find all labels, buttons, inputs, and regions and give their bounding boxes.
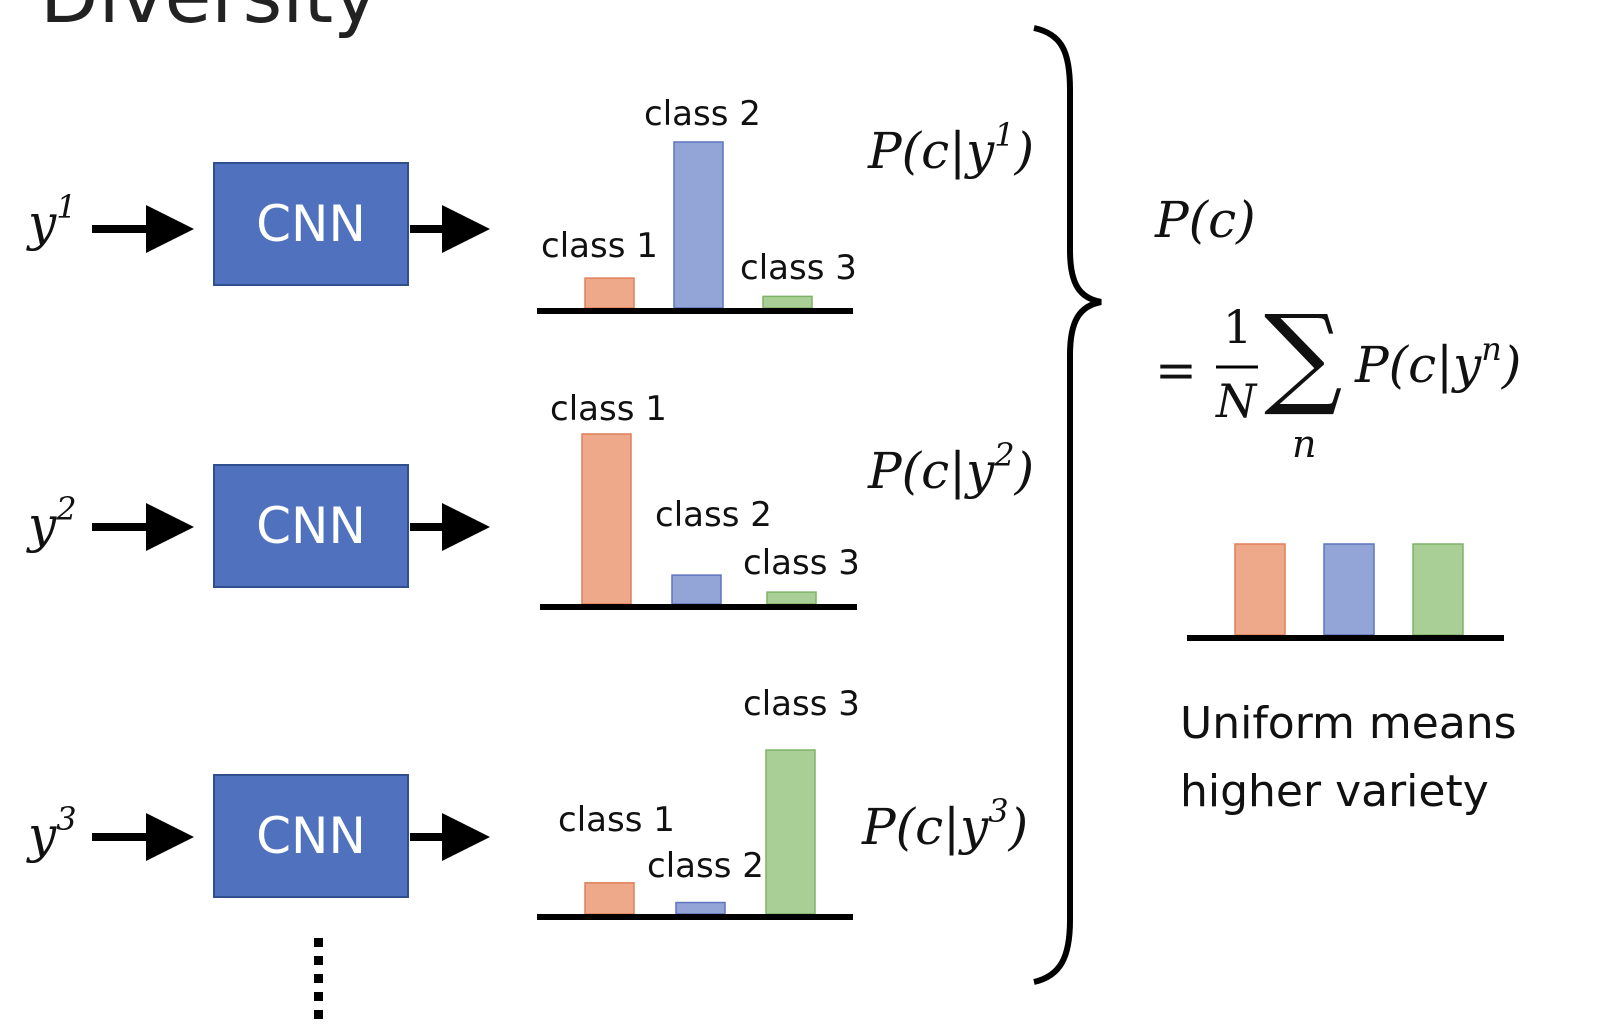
chart-2-label-class3: class 3 — [743, 543, 860, 583]
input-label-3: y3 — [28, 800, 77, 864]
chart-4-bar-3 — [1412, 543, 1464, 636]
chart-4-bar-2 — [1323, 543, 1375, 636]
chart-2-bars — [581, 433, 817, 605]
chart-3-bars — [584, 749, 816, 915]
marginal-prob: P(c) — [1155, 191, 1256, 249]
conditional-prob-2: P(c|y2) — [868, 436, 1035, 500]
uniform-note-line2: higher variety — [1180, 766, 1489, 817]
input-label-2: y2 — [28, 490, 77, 554]
chart-1-label-class1: class 1 — [541, 226, 658, 266]
chart-3-bar-2 — [675, 901, 726, 915]
conditional-prob-3: P(c|y3) — [862, 792, 1029, 856]
page-title: Diversity — [40, 0, 378, 34]
chart-4-bars — [1234, 543, 1464, 636]
cnn-box-2: CNN — [213, 464, 409, 588]
chart-1-bar-2 — [673, 141, 724, 309]
chart-3-bar-1 — [584, 882, 635, 915]
chart-1-bar-1 — [584, 277, 635, 309]
chart-2-bar-2 — [671, 574, 722, 605]
vertical-ellipsis — [314, 938, 323, 1019]
cnn-box-1: CNN — [213, 162, 409, 286]
chart-1-bars — [584, 141, 813, 309]
cnn-box-3: CNN — [213, 774, 409, 898]
chart-1-label-class2: class 2 — [644, 94, 761, 134]
formula-sum-index: n — [1292, 422, 1317, 466]
chart-2-bar-1 — [581, 433, 632, 605]
chart-3-label-class2: class 2 — [647, 846, 764, 886]
chart-4-bar-1 — [1234, 543, 1286, 636]
formula-equals: = — [1155, 341, 1197, 399]
formula-term: P(c|yn) — [1355, 330, 1522, 394]
chart-1-bar-3 — [762, 295, 813, 309]
input-label-1: y1 — [28, 188, 77, 252]
uniform-note-line1: Uniform means — [1180, 698, 1517, 749]
chart-3-label-class1: class 1 — [558, 800, 675, 840]
formula-numerator: 1 — [1223, 300, 1253, 354]
chart-2-label-class2: class 2 — [655, 495, 772, 535]
chart-2-label-class1: class 1 — [550, 389, 667, 429]
chart-2-bar-3 — [766, 591, 817, 605]
conditional-prob-1: P(c|y1) — [868, 116, 1035, 180]
formula-denominator: N — [1216, 374, 1257, 428]
uniform-note: Uniform means higher variety — [1180, 690, 1600, 826]
chart-1-label-class3: class 3 — [740, 248, 857, 288]
formula-sum-symbol: ∑ — [1264, 291, 1343, 419]
curly-brace — [1033, 25, 1102, 985]
chart-3-label-class3: class 3 — [743, 684, 860, 724]
chart-3-bar-3 — [765, 749, 816, 915]
